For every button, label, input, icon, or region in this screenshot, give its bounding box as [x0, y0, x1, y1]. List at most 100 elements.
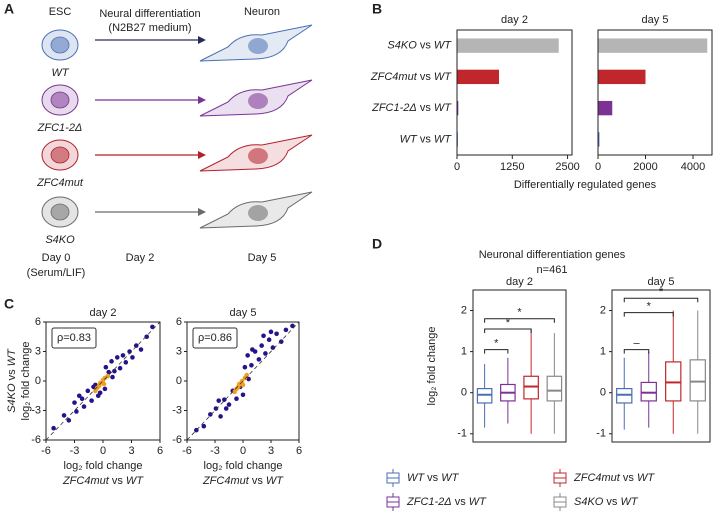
- point: [106, 369, 111, 375]
- y-tick-label: 6: [35, 316, 41, 328]
- point: [234, 396, 239, 402]
- x-tick-label: -6: [182, 445, 192, 457]
- arrow-head: [198, 208, 206, 216]
- point: [226, 402, 232, 407]
- point: [101, 381, 107, 387]
- x-axis-label: Differentially regulated genes: [514, 179, 657, 191]
- legend-label: ZFC4mut vs WT: [573, 472, 655, 484]
- point: [117, 365, 123, 371]
- category-label: S4KO vs WT: [387, 40, 452, 52]
- y-tick-label: 0: [176, 375, 182, 387]
- bar: [598, 69, 646, 85]
- box: [640, 381, 657, 402]
- significance-label: *: [647, 301, 652, 313]
- y-tick-label: 2: [600, 304, 606, 316]
- point: [232, 389, 237, 395]
- point: [256, 357, 262, 362]
- point: [76, 393, 82, 399]
- point: [236, 384, 241, 390]
- box: [476, 387, 493, 404]
- chart-title: day 2: [90, 307, 117, 319]
- neuron-nucleus: [248, 38, 268, 54]
- significance-bracket: [623, 349, 650, 354]
- point: [133, 343, 139, 348]
- bar: [598, 100, 613, 116]
- point: [74, 409, 79, 414]
- bar: [457, 38, 559, 53]
- y-tick-label: 0: [461, 387, 467, 399]
- arrow-label: Neural differentiation: [99, 8, 200, 20]
- esc-nucleus: [50, 36, 70, 54]
- x-tick-label: 2000: [633, 161, 657, 173]
- neuron-nucleus: [248, 93, 268, 109]
- category-label: ZFC4mut vs WT: [370, 71, 452, 83]
- column-header: Neuron: [244, 6, 280, 18]
- neuron-nucleus: [248, 205, 268, 221]
- point: [102, 386, 108, 392]
- y-tick-label: -6: [31, 434, 41, 446]
- point: [240, 382, 246, 388]
- cell-label: ZFC1-2Δ: [37, 122, 83, 134]
- stage-label: Day 2: [126, 252, 155, 264]
- identity-line: [45, 321, 161, 441]
- plot-frame: [611, 289, 711, 443]
- bar: [598, 38, 708, 53]
- x-tick-label: 2500: [555, 161, 579, 173]
- point: [213, 406, 219, 411]
- point: [103, 364, 109, 370]
- chart-title: day 2: [506, 276, 533, 288]
- x-tick-label: -6: [41, 445, 51, 457]
- y-tick-label: -1: [596, 428, 606, 440]
- panel-label: B: [372, 1, 382, 17]
- y-tick-label: 3: [176, 345, 182, 357]
- significance-bracket: [623, 312, 674, 317]
- legend-label: ZFC1-2Δ vs WT: [406, 496, 487, 508]
- x-tick-label: 0: [100, 445, 106, 457]
- x-tick-label: 6: [296, 445, 302, 457]
- significance-bracket: [484, 349, 509, 354]
- point: [81, 404, 87, 409]
- x-tick-label: 4000: [681, 161, 705, 173]
- identity-line: [186, 321, 300, 441]
- arrow-head: [198, 151, 206, 159]
- y-axis-label: S4KO vs WT: [6, 348, 18, 413]
- point: [250, 347, 255, 352]
- point: [249, 362, 254, 368]
- point: [110, 374, 115, 380]
- point: [114, 355, 120, 360]
- point: [150, 324, 155, 330]
- chart-title: day 5: [642, 14, 669, 26]
- stage-label: Day 0: [42, 252, 71, 264]
- point: [263, 351, 268, 356]
- panel-subtitle: n=461: [537, 264, 568, 276]
- annotation: ρ=0.83: [57, 332, 91, 344]
- point: [109, 359, 114, 364]
- point: [201, 423, 207, 429]
- column-header: ESC: [49, 6, 72, 18]
- point: [123, 360, 129, 365]
- y-tick-label: 6: [176, 316, 182, 328]
- neuron-nucleus: [248, 148, 268, 164]
- esc-nucleus: [50, 91, 70, 109]
- y-tick-label: 3: [35, 345, 41, 357]
- point: [61, 413, 67, 418]
- significance-label: *: [517, 307, 522, 319]
- point: [91, 384, 96, 390]
- point: [283, 327, 289, 333]
- panel-label: C: [4, 296, 14, 312]
- point: [96, 383, 102, 389]
- annotation-box: [192, 327, 238, 349]
- legend-label: S4KO vs WT: [574, 496, 639, 508]
- significance-bracket: [484, 328, 532, 334]
- point: [93, 388, 98, 394]
- significance-bracket: [484, 318, 555, 323]
- box: [689, 359, 706, 402]
- point: [138, 347, 144, 352]
- point: [130, 355, 135, 360]
- point: [278, 339, 284, 344]
- point: [85, 388, 91, 394]
- point: [79, 396, 85, 402]
- point: [208, 412, 213, 417]
- y-tick-label: 1: [461, 346, 467, 358]
